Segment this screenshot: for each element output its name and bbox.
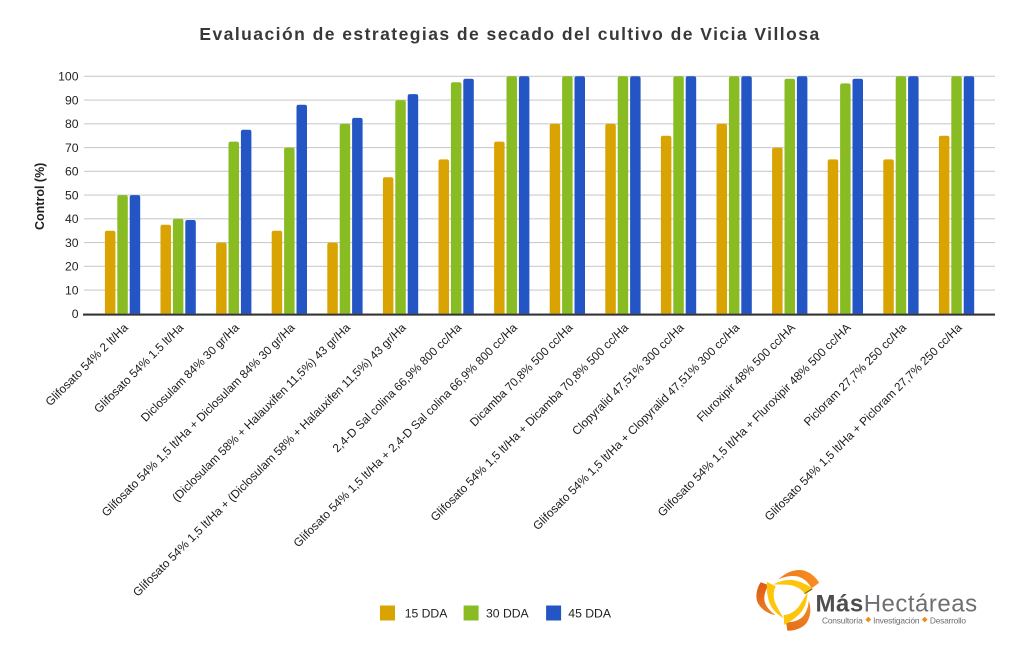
- svg-text:0: 0: [72, 307, 79, 321]
- svg-text:Evaluación de estrategias de s: Evaluación de estrategias de secado del …: [199, 24, 820, 44]
- svg-text:15 DDA: 15 DDA: [405, 606, 449, 620]
- svg-text:Control (%): Control (%): [33, 163, 47, 230]
- svg-text:MásHectáreas: MásHectáreas: [816, 591, 978, 618]
- svg-text:Consultoría: Consultoría: [822, 615, 863, 625]
- svg-text:50: 50: [65, 188, 79, 202]
- svg-text:60: 60: [65, 165, 79, 179]
- svg-text:80: 80: [65, 117, 79, 131]
- svg-text:100: 100: [58, 70, 79, 84]
- svg-text:90: 90: [65, 93, 79, 107]
- svg-text:Investigación: Investigación: [873, 615, 920, 625]
- svg-text:Desarrollo: Desarrollo: [930, 615, 966, 625]
- svg-text:40: 40: [65, 212, 79, 226]
- svg-text:45 DDA: 45 DDA: [568, 606, 612, 620]
- svg-text:70: 70: [65, 141, 79, 155]
- svg-text:30: 30: [65, 236, 79, 250]
- svg-text:20: 20: [65, 260, 79, 274]
- svg-text:10: 10: [65, 283, 79, 297]
- svg-text:30 DDA: 30 DDA: [486, 606, 530, 620]
